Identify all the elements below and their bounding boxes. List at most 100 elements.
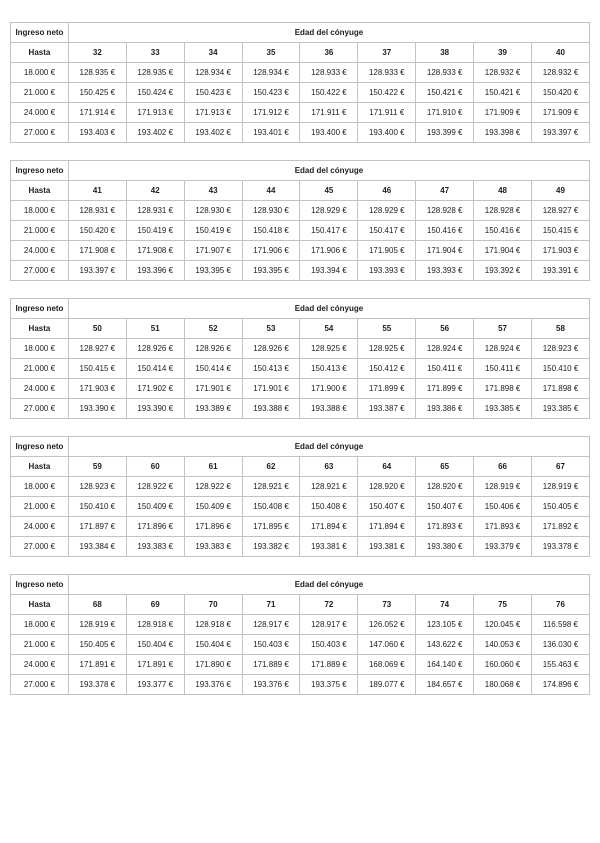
income-limit-cell: 27.000 € xyxy=(10,122,69,143)
amount-cell: 171.905 € xyxy=(357,240,417,261)
amount-cell: 128.925 € xyxy=(357,338,417,359)
amount-cell: 128.918 € xyxy=(125,614,185,635)
amount-cell: 171.891 € xyxy=(125,654,185,675)
amount-cell: 150.423 € xyxy=(183,82,243,103)
amount-cell: 128.928 € xyxy=(415,200,475,221)
income-data-row: 27.000 €193.390 €193.390 €193.389 €193.3… xyxy=(10,398,590,419)
amount-cell: 171.897 € xyxy=(67,516,127,537)
amount-cell: 128.932 € xyxy=(473,62,533,83)
amount-cell: 184.657 € xyxy=(415,674,475,695)
amount-cell: 168.069 € xyxy=(357,654,417,675)
amount-cell: 150.414 € xyxy=(125,358,185,379)
amount-cell: 174.896 € xyxy=(531,674,590,695)
income-data-row: 27.000 €193.397 €193.396 €193.395 €193.3… xyxy=(10,260,590,281)
amount-cell: 150.407 € xyxy=(357,496,417,517)
amount-cell: 193.378 € xyxy=(531,536,590,557)
amount-cell: 171.896 € xyxy=(183,516,243,537)
amount-cell: 150.421 € xyxy=(415,82,475,103)
age-column-header: 50 xyxy=(67,318,127,339)
age-header-row: Hasta 59 60 61 62 63 64 65 66 67 xyxy=(10,456,590,477)
income-data-row: 27.000 €193.403 €193.402 €193.402 €193.4… xyxy=(10,122,590,143)
amount-cell: 128.923 € xyxy=(531,338,590,359)
amount-cell: 150.412 € xyxy=(357,358,417,379)
age-column-header: 49 xyxy=(531,180,590,201)
age-column-header: 56 xyxy=(415,318,475,339)
amount-cell: 193.380 € xyxy=(415,536,475,557)
age-column-header: 68 xyxy=(67,594,127,615)
amount-cell: 171.893 € xyxy=(473,516,533,537)
amount-cell: 171.895 € xyxy=(241,516,301,537)
amount-cell: 150.419 € xyxy=(183,220,243,241)
amount-cell: 128.924 € xyxy=(473,338,533,359)
amount-cell: 128.922 € xyxy=(183,476,243,497)
age-column-header: 70 xyxy=(183,594,243,615)
amount-cell: 140.053 € xyxy=(473,634,533,655)
income-limit-cell: 21.000 € xyxy=(10,358,69,379)
amount-cell: 193.398 € xyxy=(473,122,533,143)
income-header-cell: Ingreso neto xyxy=(10,298,69,319)
amount-cell: 171.913 € xyxy=(125,102,185,123)
amount-cell: 128.925 € xyxy=(299,338,359,359)
spouse-age-rate-table: Ingreso neto Edad del cónyuge Hasta 50 51 52 5… xyxy=(10,298,591,419)
amount-cell: 171.889 € xyxy=(299,654,359,675)
income-data-row: 18.000 €128.927 €128.926 €128.926 €128.9… xyxy=(10,338,590,359)
age-column-header: 44 xyxy=(241,180,301,201)
amount-cell: 171.908 € xyxy=(125,240,185,261)
income-limit-cell: 18.000 € xyxy=(10,200,69,221)
amount-cell: 171.906 € xyxy=(241,240,301,261)
amount-cell: 193.387 € xyxy=(357,398,417,419)
amount-cell: 193.397 € xyxy=(531,122,590,143)
amount-cell: 128.922 € xyxy=(125,476,185,497)
amount-cell: 116.598 € xyxy=(531,614,590,635)
amount-cell: 150.420 € xyxy=(531,82,590,103)
amount-cell: 150.419 € xyxy=(125,220,185,241)
amount-cell: 150.413 € xyxy=(241,358,301,379)
amount-cell: 160.060 € xyxy=(473,654,533,675)
amount-cell: 171.903 € xyxy=(67,378,127,399)
amount-cell: 150.411 € xyxy=(415,358,475,379)
amount-cell: 171.892 € xyxy=(531,516,590,537)
income-data-row: 24.000 €171.914 €171.913 €171.913 €171.9… xyxy=(10,102,590,123)
amount-cell: 193.395 € xyxy=(241,260,301,281)
amount-cell: 128.920 € xyxy=(357,476,417,497)
income-limit-cell: 21.000 € xyxy=(10,82,69,103)
amount-cell: 128.935 € xyxy=(67,62,127,83)
income-limit-cell: 27.000 € xyxy=(10,398,69,419)
amount-cell: 171.898 € xyxy=(531,378,590,399)
amount-cell: 171.909 € xyxy=(473,102,533,123)
income-data-row: 18.000 €128.931 €128.931 €128.930 €128.9… xyxy=(10,200,590,221)
amount-cell: 171.914 € xyxy=(67,102,127,123)
amount-cell: 193.383 € xyxy=(125,536,185,557)
amount-cell: 171.907 € xyxy=(183,240,243,261)
amount-cell: 193.388 € xyxy=(241,398,301,419)
income-limit-cell: 21.000 € xyxy=(10,634,69,655)
age-column-header: 74 xyxy=(415,594,475,615)
amount-cell: 150.416 € xyxy=(473,220,533,241)
amount-cell: 193.383 € xyxy=(183,536,243,557)
spouse-age-rate-table: Ingreso neto Edad del cónyuge Hasta 59 60 61 6… xyxy=(10,436,591,557)
amount-cell: 193.389 € xyxy=(183,398,243,419)
amount-cell: 143.622 € xyxy=(415,634,475,655)
age-column-header: 41 xyxy=(67,180,127,201)
amount-cell: 171.898 € xyxy=(473,378,533,399)
spouse-age-rate-table: Ingreso neto Edad del cónyuge Hasta 68 69 70 7… xyxy=(10,574,591,695)
amount-cell: 128.926 € xyxy=(183,338,243,359)
income-limit-cell: 18.000 € xyxy=(10,614,69,635)
amount-cell: 193.385 € xyxy=(531,398,590,419)
amount-cell: 150.403 € xyxy=(299,634,359,655)
amount-cell: 123.105 € xyxy=(415,614,475,635)
age-header-row: Hasta 41 42 43 44 45 46 47 48 49 xyxy=(10,180,590,201)
income-data-row: 18.000 €128.919 €128.918 €128.918 €128.9… xyxy=(10,614,590,635)
amount-cell: 128.917 € xyxy=(241,614,301,635)
amount-cell: 171.913 € xyxy=(183,102,243,123)
amount-cell: 150.410 € xyxy=(531,358,590,379)
age-column-header: 72 xyxy=(299,594,359,615)
income-data-row: 27.000 €193.384 €193.383 €193.383 €193.3… xyxy=(10,536,590,557)
age-column-header: 65 xyxy=(415,456,475,477)
amount-cell: 193.377 € xyxy=(125,674,185,695)
group-header-row: Ingreso neto Edad del cónyuge xyxy=(10,160,591,181)
amount-cell: 128.933 € xyxy=(299,62,359,83)
age-column-header: 61 xyxy=(183,456,243,477)
amount-cell: 193.400 € xyxy=(299,122,359,143)
amount-cell: 193.388 € xyxy=(299,398,359,419)
